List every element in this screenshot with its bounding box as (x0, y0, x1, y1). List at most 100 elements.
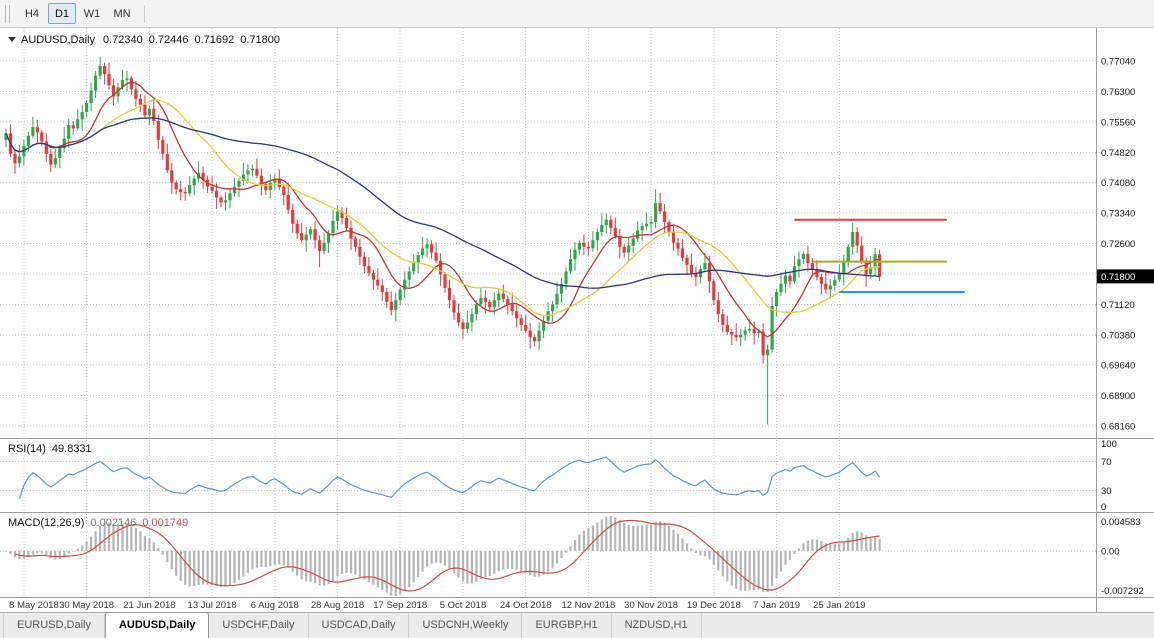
candle (147, 105, 151, 126)
candle (380, 279, 384, 301)
chart-tabs: EURUSD,Daily AUDUSD,Daily USDCHF,Daily U… (0, 612, 1154, 638)
time-axis: 8 May 2018 30 May 2018 21 Jun 2018 13 Jul 2… (9, 600, 865, 611)
candle (685, 254, 689, 276)
svg-text:0.68160: 0.68160 (1101, 422, 1135, 433)
svg-text:25 Jan 2019: 25 Jan 2019 (813, 600, 865, 611)
svg-text:12 Nov 2018: 12 Nov 2018 (561, 600, 615, 611)
candle (250, 164, 254, 177)
candle (694, 266, 698, 287)
candle (645, 212, 649, 231)
candle (94, 70, 98, 98)
tab-audusd-daily[interactable]: AUDUSD,Daily (104, 612, 210, 638)
svg-text:-0.007292: -0.007292 (1101, 586, 1144, 597)
tab-usdchf-daily[interactable]: USDCHF,Daily (209, 613, 309, 638)
candle (725, 315, 729, 336)
candle (515, 305, 519, 328)
svg-text:28 Aug 2018: 28 Aug 2018 (311, 600, 364, 611)
svg-text:0: 0 (1101, 502, 1106, 513)
candle (264, 181, 268, 195)
timeframe-button-w1[interactable]: W1 (78, 3, 106, 24)
tab-eurusd-daily[interactable]: EURUSD,Daily (3, 613, 105, 638)
candle (412, 254, 416, 275)
svg-text:0.71120: 0.71120 (1101, 300, 1135, 311)
candle (13, 150, 17, 174)
candle (143, 95, 147, 119)
candle (658, 192, 662, 214)
svg-text:6 Aug 2018: 6 Aug 2018 (251, 600, 299, 611)
candle (62, 127, 66, 153)
timeframe-button-mn[interactable]: MN (108, 3, 136, 24)
candle (295, 219, 299, 240)
svg-text:100: 100 (1101, 439, 1117, 450)
candle (44, 133, 48, 163)
candle (443, 271, 447, 293)
timeframe-button-d1[interactable]: D1 (48, 3, 76, 24)
candle (654, 189, 658, 229)
candle (300, 222, 304, 243)
tab-usdcnh-weekly[interactable]: USDCNH,Weekly (409, 613, 523, 638)
candle (878, 249, 882, 281)
candle (855, 227, 859, 253)
candle (85, 100, 89, 117)
svg-text:30 May 2018: 30 May 2018 (59, 600, 114, 611)
candle (779, 272, 783, 297)
candle (398, 287, 402, 306)
candle (613, 217, 617, 239)
chart-canvas[interactable]: 0.77040 0.76300 0.75560 0.74820 0.74080 0.733… (0, 28, 1154, 612)
candle (425, 238, 429, 258)
candle (524, 314, 528, 334)
candle (331, 209, 335, 238)
candle (129, 75, 133, 95)
candle (806, 245, 810, 272)
candle (228, 188, 232, 208)
candle (676, 237, 680, 256)
candle (627, 237, 631, 261)
chart-title: AUDUSD,Daily 0.72340 0.72446 0.71692 0.71800 (8, 34, 280, 46)
macd-indicator-label: MACD(12,26,9) 0.002146 0.001749 (8, 517, 188, 529)
candle (595, 228, 599, 251)
collapse-arrow-icon[interactable] (8, 37, 16, 42)
candle (215, 183, 219, 209)
ma-55-line (5, 117, 880, 289)
svg-text:21 Jun 2018: 21 Jun 2018 (123, 600, 175, 611)
tab-eurgbp-h1[interactable]: EURGBP,H1 (522, 613, 612, 638)
candle (860, 236, 864, 265)
candle (577, 240, 581, 255)
candle (649, 216, 653, 233)
tab-usdcad-daily[interactable]: USDCAD,Daily (309, 613, 410, 638)
candle (586, 241, 590, 256)
candle (138, 93, 142, 112)
candle (465, 310, 469, 334)
candle (555, 282, 559, 309)
svg-text:0.00: 0.00 (1101, 546, 1120, 557)
timeframe-button-h4[interactable]: H4 (18, 3, 46, 24)
candle (161, 135, 165, 161)
tab-nzdusd-h1[interactable]: NZDUSD,H1 (612, 613, 702, 638)
candle (179, 181, 183, 201)
candle (792, 255, 797, 284)
candle (192, 175, 196, 196)
svg-text:0.70380: 0.70380 (1101, 330, 1135, 341)
candle (640, 222, 644, 241)
candle (801, 251, 805, 265)
svg-text:5 Oct 2018: 5 Oct 2018 (440, 600, 486, 611)
candle (362, 251, 366, 274)
chart-background (0, 28, 1154, 612)
candle (488, 299, 492, 313)
candle (497, 288, 501, 308)
svg-text:0.77040: 0.77040 (1101, 57, 1135, 68)
candle (165, 143, 169, 173)
candle (833, 275, 837, 292)
candle (434, 242, 438, 264)
candle (313, 220, 317, 249)
toolbar-grip[interactable] (5, 4, 10, 23)
candle (98, 56, 102, 80)
candle (533, 334, 537, 347)
svg-text:8 May 2018: 8 May 2018 (9, 600, 59, 611)
candle (394, 292, 398, 322)
candle (824, 272, 828, 294)
candle (71, 121, 75, 135)
candle (241, 162, 245, 186)
candle (201, 166, 205, 189)
